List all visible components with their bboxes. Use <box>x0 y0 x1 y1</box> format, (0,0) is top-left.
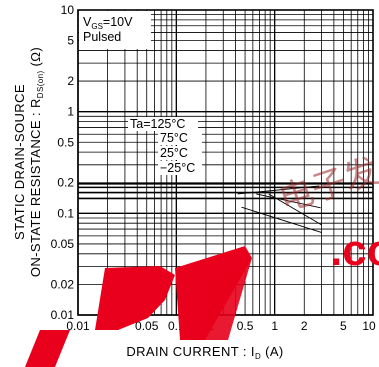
plot-frame <box>77 9 374 316</box>
y-tick-label: 0.05 <box>51 237 75 251</box>
y-tick-label: 0.02 <box>51 277 75 291</box>
y-axis-label-line2: ON-STATE RESISTANCE : RDS(on) (Ω) <box>28 47 45 277</box>
x-tick-label: 0.5 <box>237 319 254 333</box>
chart-curves <box>78 183 373 234</box>
y-tick-label: 0.1 <box>57 206 74 220</box>
x-tick-label: 0.1 <box>168 319 185 333</box>
leader-line-3 <box>241 206 322 234</box>
x-axis-label: DRAIN CURRENT : ID (A) <box>126 344 283 361</box>
series-label-bg-0 <box>128 117 198 131</box>
series-label-0: Ta=125°C <box>130 117 185 131</box>
series-label-2: 25°C <box>160 146 188 160</box>
condition-box <box>79 11 151 49</box>
x-tick-labels: 0.01 0.02 0.05 0.1 0.2 0.5 1 2 5 10 <box>66 319 376 333</box>
x-tick-label: 0.02 <box>96 319 120 333</box>
x-tick-label: 0.2 <box>198 319 215 333</box>
leader-line-1 <box>256 193 321 209</box>
series-label-3: −25°C <box>160 161 195 175</box>
y-tick-label: 2 <box>67 74 74 88</box>
y-tick-labels: 0.01 0.02 0.05 0.1 0.2 0.5 1 2 5 10 <box>51 3 75 322</box>
x-tick-label: 0.01 <box>66 319 90 333</box>
series-label-bg-3 <box>158 161 202 175</box>
x-tick-label: 0.05 <box>135 319 159 333</box>
leader-line-2 <box>268 193 323 226</box>
series-label-bg-1 <box>158 131 202 145</box>
series-label-bg-2 <box>158 146 202 160</box>
x-tick-label: 5 <box>340 319 347 333</box>
condition-vgs: VGS=10V <box>83 15 133 31</box>
y-axis-label-line1: STATIC DRAIN-SOURCE <box>12 84 27 240</box>
y-tick-label: 5 <box>67 34 74 48</box>
x-tick-label: 10 <box>362 319 376 333</box>
y-tick-label: 0.01 <box>51 308 75 322</box>
x-tick-label: 1 <box>271 319 278 333</box>
x-tick-label: 2 <box>301 319 308 333</box>
y-tick-label: 1 <box>67 105 74 119</box>
condition-pulsed: Pulsed <box>83 30 121 44</box>
y-tick-label: 0.2 <box>57 176 74 190</box>
chart-grid <box>77 9 374 316</box>
y-tick-label: 0.5 <box>57 135 74 149</box>
series-label-1: 75°C <box>160 131 188 145</box>
y-tick-label: 10 <box>61 3 75 17</box>
leader-line-0 <box>237 185 320 195</box>
